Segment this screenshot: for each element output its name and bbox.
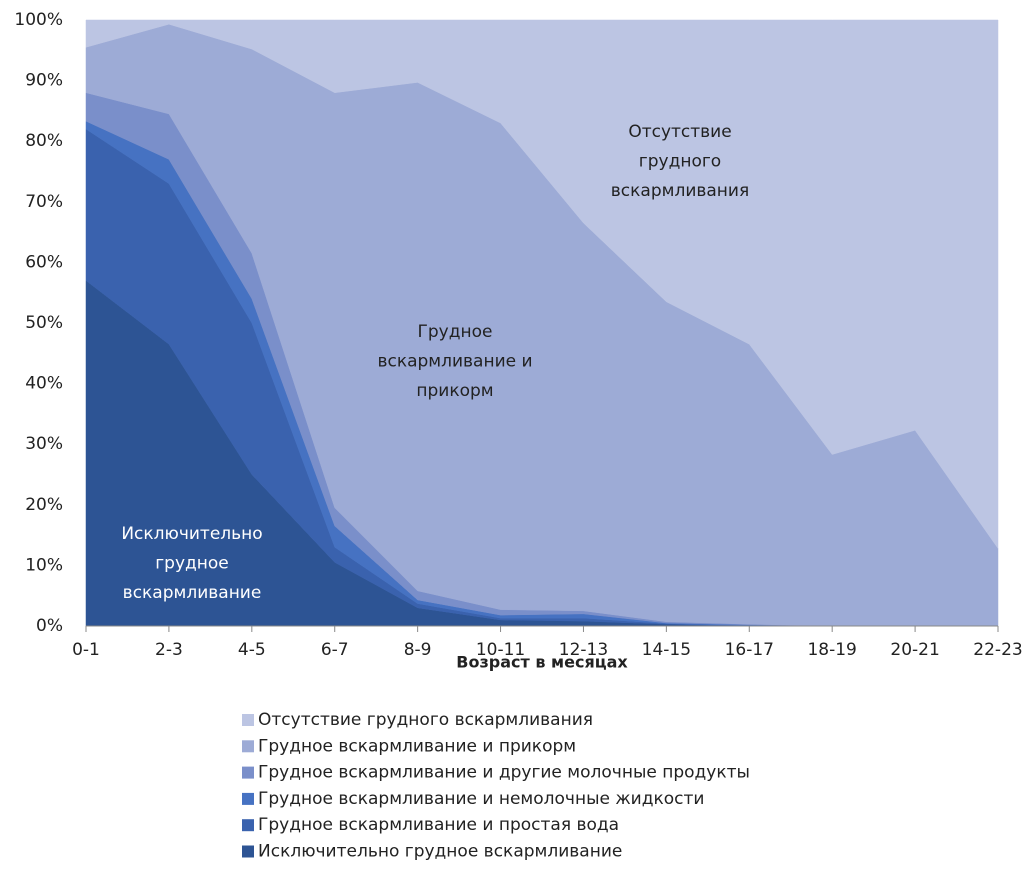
y-tick-label: 10% (25, 555, 63, 575)
legend-swatch (242, 792, 254, 805)
annotation: прикорм (416, 381, 493, 401)
legend-swatch (242, 845, 254, 858)
legend-swatch (242, 766, 254, 779)
y-tick-label: 40% (25, 374, 63, 394)
legend-swatch (242, 714, 254, 726)
y-tick-label: 80% (25, 131, 63, 151)
legend-label: Исключительно грудное вскармливание (258, 842, 622, 862)
x-tick-label: 22-23 (973, 640, 1022, 660)
x-tick-label: 4-5 (238, 640, 266, 660)
annotation: Отсутствие (628, 122, 731, 142)
x-tick-label: 10-11 (476, 640, 525, 660)
x-tick-label: 14-15 (642, 640, 691, 660)
area (85, 19, 999, 550)
x-tick-label: 16-17 (725, 640, 774, 660)
legend-label: Грудное вскармливание и другие молочные … (258, 763, 750, 783)
x-tick-label: 0-1 (72, 640, 100, 660)
legend-swatch (242, 740, 254, 753)
annotation: Грудное (418, 322, 493, 342)
x-tick-label: 20-21 (890, 640, 939, 660)
x-tick-label: 8-9 (404, 640, 432, 660)
y-tick-label: 100% (14, 10, 63, 30)
annotation: вскармливание (123, 583, 262, 603)
annotation: вскармливание и (377, 352, 532, 372)
legend-label: Грудное вскармливание и прикорм (258, 736, 576, 756)
y-tick-label: 30% (25, 434, 63, 454)
y-tick-label: 50% (25, 313, 63, 333)
y-tick-label: 70% (25, 192, 63, 212)
legend-swatch (242, 819, 254, 832)
annotation: Исключительно (121, 524, 262, 544)
x-axis-title: Возраст в месяцах (456, 653, 628, 672)
annotation: вскармливания (611, 181, 749, 201)
x-tick-label: 6-7 (321, 640, 349, 660)
x-tick-label: 18-19 (807, 640, 856, 660)
annotation: грудное (155, 554, 229, 574)
annotation: грудного (639, 152, 721, 172)
y-tick-label: 90% (25, 71, 63, 91)
legend-label: Грудное вскармливание и немолочные жидко… (258, 789, 704, 809)
y-tick-label: 0% (36, 616, 63, 636)
legend-label: Грудное вскармливание и простая вода (258, 815, 619, 835)
y-tick-label: 60% (25, 252, 63, 272)
legend-label: Отсутствие грудного вскармливания (258, 710, 593, 730)
x-tick-label: 12-13 (559, 640, 608, 660)
y-tick-label: 20% (25, 495, 63, 515)
x-tick-label: 2-3 (155, 640, 183, 660)
